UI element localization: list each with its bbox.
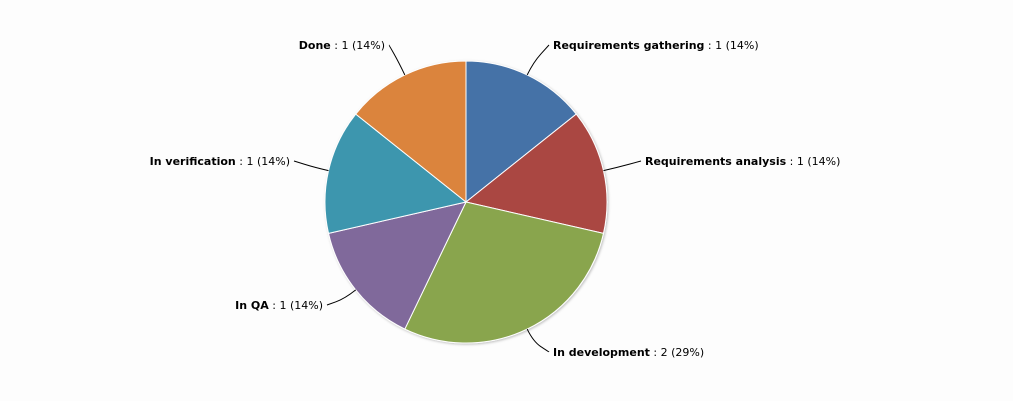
slice-label-in-verification: In verification : 1 (14%) [150,155,290,168]
slice-label-separator: : [331,39,342,52]
slice-label-name: Requirements gathering [553,39,704,52]
slice-label-percent: (29%) [671,346,704,359]
slice-label-value: 2 [661,346,672,359]
slice-label-name: Done [299,39,331,52]
leader-line-requirements-analysis [603,160,642,172]
slice-label-name: In QA [235,299,269,312]
slice-label-separator: : [650,346,661,359]
pie-slice-in-verification[interactable] [324,113,468,234]
slice-label-value: 1 [797,155,808,168]
slice-label-separator: : [269,299,280,312]
pie-slice-requirements-analysis[interactable] [464,113,608,234]
slice-label-percent: (14%) [807,155,840,168]
leader-line-in-qa [326,289,357,306]
slice-labels: Requirements gathering : 1 (14%)Requirem… [150,39,841,359]
pie-slices [324,60,608,344]
slice-label-in-development: In development : 2 (29%) [553,346,704,359]
slice-label-requirements-gathering: Requirements gathering : 1 (14%) [553,39,759,52]
slice-label-separator: : [786,155,797,168]
pie-slice-done[interactable] [355,60,467,204]
pie-slice-in-qa[interactable] [327,201,467,330]
slice-label-value: 1 [341,39,352,52]
slice-label-name: In verification [150,155,236,168]
slice-label-percent: (14%) [290,299,323,312]
slice-label-requirements-analysis: Requirements analysis : 1 (14%) [645,155,840,168]
slice-label-separator: : [236,155,247,168]
leader-line-requirements-gathering [526,44,550,76]
slice-label-name: In development [553,346,650,359]
slice-label-value: 1 [246,155,257,168]
leader-line-done [388,44,406,76]
pie-slice-requirements-gathering[interactable] [465,60,577,204]
label-leader-lines [293,44,642,353]
slice-label-in-qa: In QA : 1 (14%) [235,299,323,312]
leader-line-in-development [526,328,550,353]
leader-line-in-verification [293,160,329,172]
slice-label-percent: (14%) [257,155,290,168]
slice-label-value: 1 [279,299,290,312]
slice-label-value: 1 [715,39,726,52]
slice-label-percent: (14%) [726,39,759,52]
slice-label-name: Requirements analysis [645,155,787,168]
slice-label-done: Done : 1 (14%) [299,39,385,52]
slice-label-percent: (14%) [352,39,385,52]
slice-label-separator: : [704,39,715,52]
